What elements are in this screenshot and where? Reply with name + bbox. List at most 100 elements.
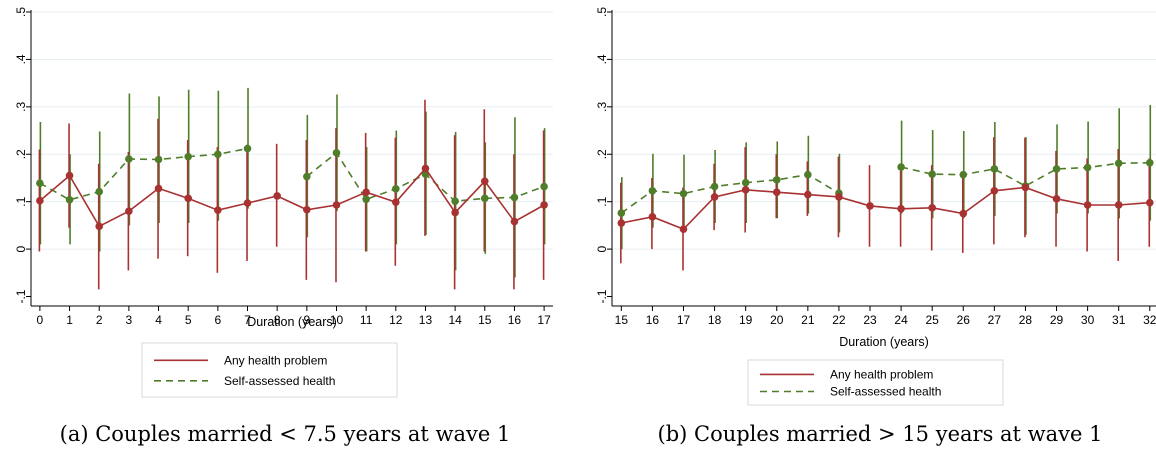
data-point <box>710 193 719 201</box>
y-tick-label: .5 <box>14 7 28 17</box>
x-tick-label: 5 <box>185 313 192 327</box>
data-point <box>510 217 519 226</box>
x-tick-label: 11 <box>360 313 373 327</box>
data-point <box>1052 195 1061 203</box>
y-tick-label: .2 <box>14 149 28 159</box>
x-tick-label: 30 <box>1081 313 1095 327</box>
data-point <box>1021 183 1030 192</box>
data-point <box>648 186 657 195</box>
data-point <box>866 202 874 210</box>
series-line <box>900 161 1150 187</box>
data-point <box>273 192 281 200</box>
data-point <box>1083 201 1092 209</box>
data-point <box>392 185 400 193</box>
x-tick-label: 4 <box>155 313 162 327</box>
data-point <box>303 205 311 214</box>
data-point <box>804 190 812 199</box>
data-point <box>540 182 548 191</box>
data-point <box>332 149 341 157</box>
x-tick-label: 25 <box>926 313 940 327</box>
y-tick-label: .4 <box>595 54 609 64</box>
data-point <box>617 209 626 217</box>
x-tick-label: 15 <box>615 313 629 327</box>
x-tick-label: 31 <box>1112 313 1126 327</box>
legend-box <box>747 359 1004 406</box>
legend-label: Any health problem <box>224 353 327 367</box>
data-point <box>65 171 74 180</box>
x-tick-label: 17 <box>677 313 691 327</box>
data-point <box>804 170 812 179</box>
y-tick-label: .3 <box>595 102 609 112</box>
x-tick-label: 18 <box>708 313 722 327</box>
data-point <box>95 187 104 196</box>
figure-caption: (a) Couples married < 7.5 years at wave … <box>60 422 511 446</box>
y-tick-label: -.1 <box>595 289 609 303</box>
data-point <box>1114 201 1123 209</box>
data-point <box>897 204 905 213</box>
series-line <box>39 167 545 228</box>
data-point <box>1083 163 1092 172</box>
data-point <box>303 172 311 181</box>
data-point <box>451 208 459 217</box>
y-tick-label: .2 <box>595 149 609 159</box>
x-tick-label: 14 <box>448 313 462 327</box>
x-tick-label: 27 <box>988 313 1002 327</box>
y-tick-label: .5 <box>595 7 609 17</box>
data-point <box>990 165 999 173</box>
y-tick-label: .1 <box>595 196 609 206</box>
x-tick-label: 16 <box>646 313 660 327</box>
data-point <box>243 199 252 207</box>
data-point <box>928 170 936 178</box>
y-tick-label: .3 <box>14 102 28 112</box>
x-tick-label: 7 <box>244 313 251 327</box>
x-tick-label: 22 <box>832 313 846 327</box>
data-point <box>897 163 905 171</box>
x-tick-label: 20 <box>770 313 784 327</box>
x-tick-label: 8 <box>274 313 281 327</box>
x-tick-label: 2 <box>96 313 103 327</box>
data-point <box>243 144 252 153</box>
data-point <box>392 198 400 206</box>
x-tick-label: 12 <box>389 313 403 327</box>
data-point <box>679 189 688 198</box>
x-tick-label: 1 <box>66 313 73 327</box>
x-tick-label: 17 <box>537 313 551 327</box>
x-tick-label: 24 <box>894 313 908 327</box>
data-point <box>679 225 688 233</box>
data-point <box>510 193 519 202</box>
y-tick-label: .4 <box>14 54 28 64</box>
data-point <box>214 150 222 159</box>
data-point <box>710 182 719 191</box>
x-tick-label: 23 <box>863 313 877 327</box>
x-tick-label: 3 <box>126 313 133 327</box>
x-tick-label: 13 <box>419 313 433 327</box>
y-tick-label: 0 <box>14 245 28 252</box>
x-tick-label: 32 <box>1143 313 1156 327</box>
data-point <box>990 186 999 195</box>
data-point <box>421 164 430 173</box>
data-point <box>36 196 44 205</box>
y-tick-label: .1 <box>14 196 28 206</box>
data-point <box>1145 198 1154 207</box>
legend-label: Self-assessed health <box>224 374 335 388</box>
legend-box <box>141 342 398 398</box>
x-tick-label: 26 <box>957 313 971 327</box>
data-point <box>741 178 750 187</box>
data-point <box>741 186 750 194</box>
x-tick-label: 15 <box>478 313 492 327</box>
x-tick-label: 28 <box>1019 313 1033 327</box>
x-tick-label: 16 <box>508 313 522 327</box>
data-point <box>332 201 341 209</box>
x-tick-label: 29 <box>1050 313 1064 327</box>
data-point <box>362 188 370 196</box>
figure-caption: (b) Couples married > 15 years at wave 1 <box>658 422 1103 446</box>
data-point <box>1145 158 1154 167</box>
data-point <box>928 204 936 212</box>
data-point <box>1052 165 1061 173</box>
y-tick-label: 0 <box>595 245 609 252</box>
x-tick-label: 10 <box>330 313 344 327</box>
x-tick-label: 6 <box>215 313 222 327</box>
data-point <box>648 213 657 221</box>
panel-a: -.10.1.2.3.4.50 1 2 3 4 5 6 7 8 9 10 11 12 13 14 15 16 17… <box>14 7 553 446</box>
